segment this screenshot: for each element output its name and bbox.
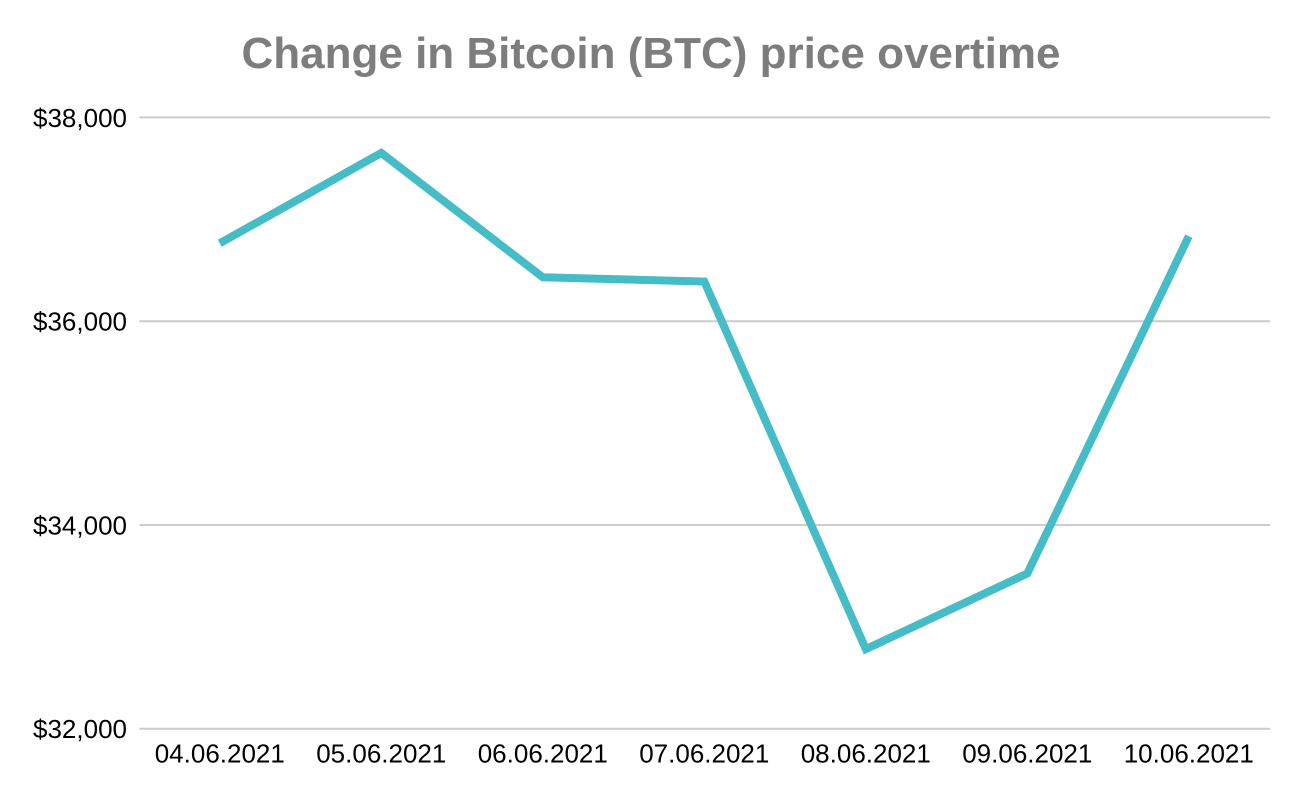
svg-text:$38,000: $38,000 [33,103,127,133]
svg-text:$34,000: $34,000 [33,510,127,540]
svg-text:Change in Bitcoin (BTC) price: Change in Bitcoin (BTC) price overtime [242,29,1061,78]
svg-text:10.06.2021: 10.06.2021 [1124,739,1254,769]
svg-text:04.06.2021: 04.06.2021 [155,739,285,769]
svg-text:05.06.2021: 05.06.2021 [316,739,446,769]
svg-text:06.06.2021: 06.06.2021 [478,739,608,769]
svg-text:08.06.2021: 08.06.2021 [801,739,931,769]
svg-text:09.06.2021: 09.06.2021 [962,739,1092,769]
svg-text:$32,000: $32,000 [33,714,127,744]
svg-text:07.06.2021: 07.06.2021 [639,739,769,769]
svg-text:$36,000: $36,000 [33,307,127,337]
